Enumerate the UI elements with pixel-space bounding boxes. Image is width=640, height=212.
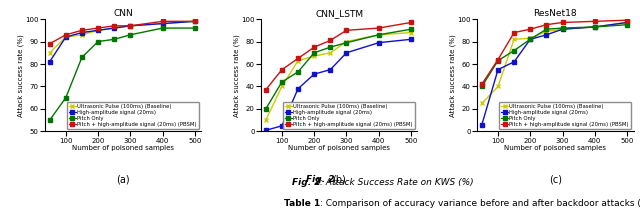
Legend: Ultrasonic Pulse (100ms) (Baseline), High-amplitude signal (20ms), Pitch Only, P: Ultrasonic Pulse (100ms) (Baseline), Hig…	[499, 102, 631, 129]
Text: (a): (a)	[116, 174, 130, 184]
Text: Fig. 2: Attack Success Rate on KWS (%): Fig. 2: Attack Success Rate on KWS (%)	[231, 176, 409, 184]
Legend: Ultrasonic Pulse (100ms) (Baseline), High-amplitude signal (20ms), Pitch Only, P: Ultrasonic Pulse (100ms) (Baseline), Hig…	[67, 102, 199, 129]
Text: (b): (b)	[332, 174, 346, 184]
Legend: Ultrasonic Pulse (100ms) (Baseline), High-amplitude signal (20ms), Pitch Only, P: Ultrasonic Pulse (100ms) (Baseline), Hig…	[284, 102, 415, 129]
Text: (c): (c)	[549, 174, 562, 184]
Text: : Attack Success Rate on KWS (%): : Attack Success Rate on KWS (%)	[320, 178, 474, 187]
Text: Table 1: Table 1	[284, 199, 320, 208]
Text: : Comparison of accuracy variance before and after backdoor attacks (%): : Comparison of accuracy variance before…	[320, 199, 640, 208]
Y-axis label: Attack success rate (%): Attack success rate (%)	[449, 34, 456, 117]
Y-axis label: Attack success rate (%): Attack success rate (%)	[17, 34, 24, 117]
Text: Fig. 2: Fig. 2	[306, 176, 334, 184]
Y-axis label: Attack success rate (%): Attack success rate (%)	[233, 34, 240, 117]
X-axis label: Number of poisoned samples: Number of poisoned samples	[288, 145, 390, 151]
Title: ResNet18: ResNet18	[534, 9, 577, 18]
Text: Fig. 2: Fig. 2	[291, 178, 320, 187]
Title: CNN_LSTM: CNN_LSTM	[315, 9, 364, 18]
X-axis label: Number of poisoned samples: Number of poisoned samples	[504, 145, 606, 151]
Title: CNN: CNN	[113, 9, 133, 18]
X-axis label: Number of poisoned samples: Number of poisoned samples	[72, 145, 174, 151]
